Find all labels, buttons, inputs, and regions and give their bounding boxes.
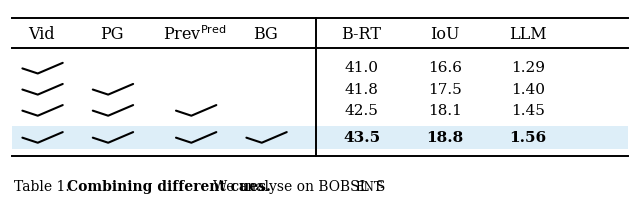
Text: 1.56: 1.56 (509, 131, 547, 145)
Text: Table 1.: Table 1. (14, 180, 77, 194)
Text: 18.8: 18.8 (426, 131, 463, 145)
Text: Prev$^{\mathrm{Pred}}$: Prev$^{\mathrm{Pred}}$ (163, 25, 227, 44)
Text: 16.6: 16.6 (428, 61, 462, 75)
Text: 18.1: 18.1 (428, 104, 461, 118)
Text: 1.29: 1.29 (511, 61, 545, 75)
Text: IoU: IoU (430, 26, 460, 43)
Text: LLM: LLM (509, 26, 547, 43)
Text: 1.45: 1.45 (511, 104, 545, 118)
Text: Combining different cues.: Combining different cues. (67, 180, 271, 194)
Text: 42.5: 42.5 (345, 104, 378, 118)
Text: 41.8: 41.8 (345, 83, 378, 97)
Text: B-RT: B-RT (342, 26, 381, 43)
Text: 17.5: 17.5 (428, 83, 461, 97)
Text: 1.40: 1.40 (511, 83, 545, 97)
Text: ENT-: ENT- (355, 181, 385, 194)
Text: 41.0: 41.0 (344, 61, 379, 75)
Text: 43.5: 43.5 (343, 131, 380, 145)
Text: We analyse on BOBSL S: We analyse on BOBSL S (206, 180, 385, 194)
Text: Vid: Vid (28, 26, 55, 43)
Text: BG: BG (253, 26, 278, 43)
Bar (12, 126, 628, 150)
Text: PG: PG (100, 26, 124, 43)
